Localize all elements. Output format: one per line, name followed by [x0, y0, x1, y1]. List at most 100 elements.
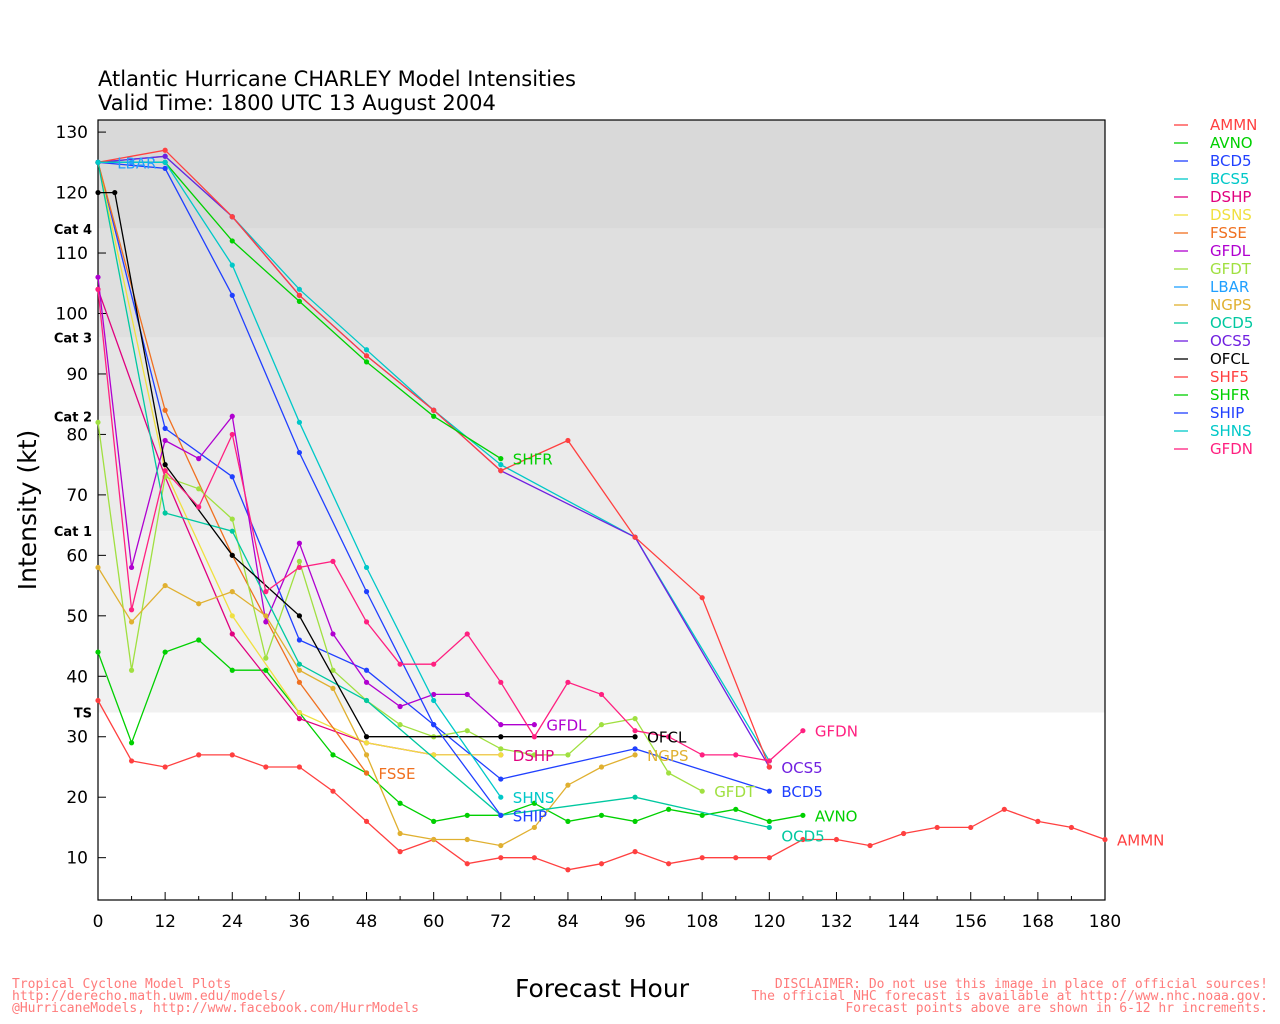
series-layer	[95, 147, 1108, 873]
end-label-ngps: NGPS	[647, 747, 688, 765]
data-point	[766, 818, 772, 824]
data-point	[431, 722, 437, 728]
legend-entry: AVNO	[1210, 134, 1253, 152]
data-point	[363, 353, 370, 359]
data-point	[263, 619, 269, 625]
legend-entry: LBAR	[1210, 278, 1249, 296]
data-point	[196, 752, 202, 758]
y-tick-label: 20	[66, 788, 88, 808]
data-point	[296, 716, 302, 722]
data-point	[498, 679, 504, 685]
data-point	[565, 867, 571, 873]
data-point	[464, 861, 470, 867]
data-point	[531, 722, 537, 728]
data-point	[699, 812, 705, 818]
data-point	[498, 752, 504, 758]
data-point	[733, 855, 739, 861]
y-tick-label: 80	[66, 425, 88, 445]
y-tick-label: 70	[66, 486, 88, 506]
data-point	[296, 637, 302, 643]
data-point	[196, 504, 202, 510]
y-tick-label: 100	[56, 304, 88, 324]
data-point	[296, 286, 302, 292]
series-gfdl	[95, 274, 537, 728]
data-point	[229, 631, 235, 637]
data-point	[363, 740, 370, 746]
data-point	[162, 582, 168, 589]
data-point	[598, 722, 605, 728]
series-ofcl	[95, 189, 638, 740]
data-point	[229, 613, 235, 619]
legend-entry: GFDL	[1210, 242, 1251, 260]
data-point	[330, 752, 336, 758]
data-point	[330, 667, 336, 673]
category-labels: TS Cat 1 Cat 2 Cat 3 Cat 4	[54, 223, 92, 722]
end-label-gfdn: GFDN	[815, 723, 858, 741]
data-point	[565, 437, 571, 444]
legend-entry: BCD5	[1210, 152, 1252, 170]
data-point	[1102, 836, 1108, 843]
end-label-bcd5: BCD5	[781, 783, 823, 801]
legend-entry: AMMN	[1210, 116, 1257, 134]
data-point	[733, 752, 739, 758]
x-tick-label: 120	[753, 912, 785, 932]
y-tick-label: 110	[56, 244, 88, 264]
end-label-lbar: LBAR	[117, 154, 156, 172]
legend-entry: DSHP	[1210, 188, 1251, 206]
footer-left-line1: Tropical Cyclone Model Plots	[12, 977, 231, 992]
end-label-avno: AVNO	[815, 807, 858, 825]
legend-entry: BCS5	[1210, 170, 1250, 188]
data-point	[598, 812, 605, 818]
data-point	[95, 564, 101, 571]
x-tick-label: 24	[221, 912, 243, 932]
data-point	[162, 165, 168, 171]
end-label-shfr: SHFR	[513, 451, 553, 469]
data-point	[162, 153, 168, 159]
legend-entry: OCS5	[1210, 332, 1251, 350]
data-point	[296, 764, 302, 770]
data-point	[229, 292, 235, 298]
data-point	[363, 679, 370, 685]
data-point	[162, 468, 168, 474]
data-point	[699, 595, 705, 601]
data-point	[666, 734, 672, 740]
data-point	[531, 752, 537, 758]
legend-entry: SHNS	[1210, 422, 1252, 440]
data-point	[263, 667, 269, 673]
data-point	[397, 849, 403, 855]
data-point	[464, 812, 470, 818]
category-label: Cat 1	[54, 525, 92, 540]
data-point	[162, 462, 168, 468]
data-point	[229, 667, 235, 673]
data-point	[95, 286, 101, 292]
y-tick-label: 120	[56, 184, 88, 204]
data-point	[766, 824, 772, 831]
data-point	[666, 806, 672, 812]
data-point	[162, 510, 168, 516]
data-point	[196, 601, 202, 607]
data-point	[699, 788, 705, 794]
series-line	[97, 162, 770, 829]
x-tick-label: 36	[289, 912, 311, 932]
data-point	[229, 589, 235, 595]
data-point	[397, 830, 403, 837]
data-point	[934, 824, 940, 831]
data-point	[565, 782, 571, 788]
data-point	[95, 159, 101, 165]
data-point	[296, 679, 302, 685]
data-point	[431, 413, 437, 419]
data-point	[128, 758, 135, 764]
data-point	[1035, 818, 1041, 824]
footer-left-line2: http://derecho.math.uwm.edu/models/	[12, 989, 286, 1004]
series-line	[97, 639, 804, 823]
x-tick-label: 132	[820, 912, 852, 932]
data-point	[263, 764, 269, 770]
end-label-ocs5: OCS5	[781, 759, 822, 777]
data-point	[296, 449, 302, 456]
data-point	[128, 607, 135, 613]
data-point	[296, 613, 302, 619]
data-point	[632, 752, 638, 758]
data-point	[531, 824, 537, 831]
series-gfdn	[95, 286, 806, 764]
